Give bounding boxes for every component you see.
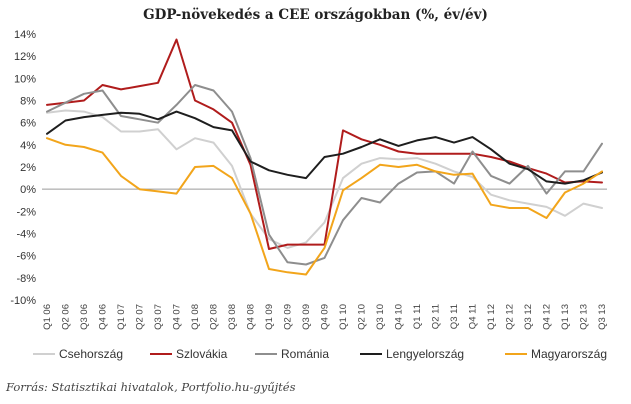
- y-axis-ticks: 14% 12% 10% 8% 6% 4% 2% 0% -2% -4% -6% -8% -10%: [10, 29, 36, 307]
- series-line-romania: [46, 84, 603, 266]
- x-tick-label: Q4 10: [394, 304, 405, 330]
- series-line-magyarorszag: [46, 137, 603, 276]
- x-tick-label: Q1 10: [338, 304, 349, 330]
- x-tick-label: Q4 07: [172, 304, 183, 330]
- y-tick-label: -2%: [16, 206, 36, 218]
- source-note: Forrás: Statisztikai hivatalok, Portfoli…: [6, 380, 296, 394]
- chart-title: GDP-növekedés a CEE országokban (%, év/é…: [143, 7, 488, 23]
- y-tick-label: 8%: [20, 96, 36, 108]
- x-tick-label: Q4 09: [320, 304, 331, 330]
- x-tick-label: Q2 10: [357, 304, 368, 330]
- series-line-szlovakia: [46, 38, 603, 250]
- y-tick-label: 12%: [14, 51, 36, 63]
- legend-item: Románia: [255, 347, 329, 361]
- x-tick-label: Q3 07: [153, 304, 164, 330]
- x-tick-label: Q2 07: [135, 304, 146, 330]
- x-tick-label: Q1 12: [486, 304, 497, 330]
- legend-label: Románia: [281, 347, 330, 361]
- x-tick-label: Q3 11: [449, 304, 460, 329]
- x-tick-label: Q1 11: [412, 304, 423, 329]
- x-tick-label: Q4 11: [468, 304, 479, 329]
- x-tick-label: Q3 09: [301, 304, 312, 330]
- y-tick-label: -4%: [16, 229, 36, 241]
- legend-swatch: [33, 353, 55, 355]
- legend-label: Szlovákia: [176, 347, 228, 361]
- x-tick-label: Q3 10: [375, 304, 386, 330]
- y-tick-label: 4%: [20, 140, 36, 152]
- x-axis-ticks: Q1 06 Q2 06 Q3 06 Q4 06 Q1 07 Q2 07 Q3 07 Q4 07…: [42, 304, 608, 330]
- x-tick-label: Q1 08: [190, 304, 201, 330]
- series-lines: [46, 38, 603, 276]
- legend-swatch: [255, 353, 277, 355]
- x-tick-label: Q2 13: [579, 304, 590, 330]
- legend-label: Magyarország: [531, 347, 608, 361]
- x-tick-label: Q2 06: [61, 304, 72, 330]
- x-tick-label: Q3 13: [597, 304, 608, 330]
- y-tick-label: -10%: [10, 295, 36, 307]
- line-chart: 14% 12% 10% 8% 6% 4% 2% 0% -2% -4% -6% -8% -10% Q1 0…: [10, 29, 608, 330]
- x-tick-label: Q2 08: [209, 304, 220, 330]
- series-line-lengyelorszag: [46, 110, 603, 185]
- legend-label: Lengyelország: [386, 347, 465, 361]
- legend-item: Lengyelország: [360, 347, 464, 361]
- x-tick-label: Q1 06: [42, 304, 53, 330]
- chart-legend: Csehország Szlovákia Románia Lengyelország M…: [33, 347, 623, 363]
- y-tick-label: 6%: [20, 118, 36, 130]
- x-tick-label: Q3 12: [523, 304, 534, 330]
- y-tick-label: -6%: [16, 251, 36, 263]
- x-tick-label: Q1 07: [116, 304, 127, 330]
- x-tick-label: Q3 08: [227, 304, 238, 330]
- x-tick-label: Q4 08: [246, 304, 257, 330]
- legend-item: Csehország: [33, 347, 123, 361]
- y-tick-label: -8%: [16, 273, 36, 285]
- series-line-csehorszag: [46, 109, 603, 249]
- x-tick-label: Q2 11: [431, 304, 442, 329]
- x-tick-label: Q4 06: [98, 304, 109, 330]
- legend-swatch: [505, 353, 527, 355]
- x-tick-label: Q3 06: [79, 304, 90, 330]
- x-tick-label: Q2 12: [505, 304, 516, 330]
- legend-label: Csehország: [59, 347, 124, 361]
- x-tick-label: Q1 13: [560, 304, 571, 330]
- legend-item: Magyarország: [505, 347, 607, 361]
- legend-swatch: [150, 353, 172, 355]
- y-tick-label: 2%: [20, 162, 36, 174]
- x-tick-label: Q2 09: [283, 304, 294, 330]
- x-tick-label: Q1 09: [264, 304, 275, 330]
- y-tick-label: 10%: [14, 73, 36, 85]
- legend-item: Szlovákia: [150, 347, 227, 361]
- x-tick-label: Q4 12: [542, 304, 553, 330]
- y-tick-label: 14%: [14, 29, 36, 41]
- y-tick-label: 0%: [20, 184, 36, 196]
- legend-swatch: [360, 353, 382, 355]
